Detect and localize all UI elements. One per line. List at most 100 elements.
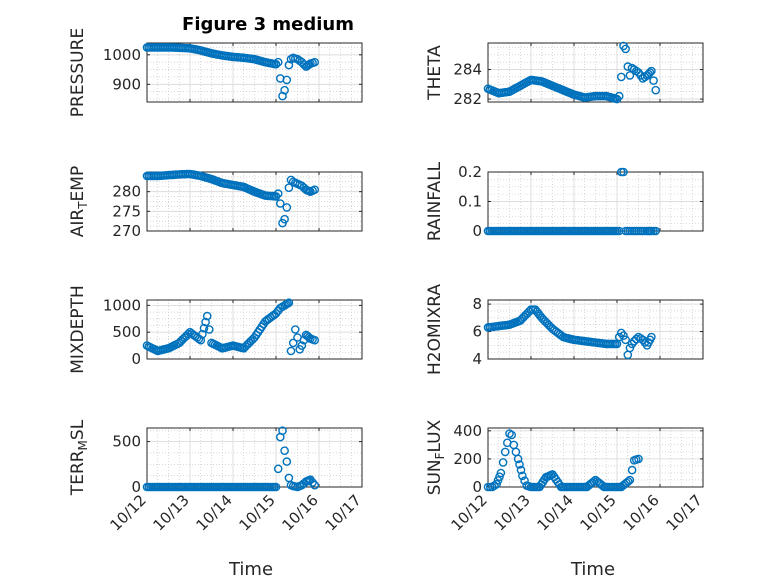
data-point <box>280 214 289 224</box>
data-point <box>498 458 508 467</box>
y-axis-label: AIRTEMP <box>68 166 90 237</box>
data-point <box>290 325 300 334</box>
data-point <box>495 472 504 482</box>
x-tick-label: 10/13 <box>150 491 193 534</box>
subplot-theta: 282 284 THETA <box>425 41 704 108</box>
x-tick-label: 10/17 <box>663 491 706 534</box>
y-axis-label: SUNFLUX <box>425 419 447 495</box>
subplot-terr-msl: 0 500 10/12 10/13 10/14 10/15 10/16 10/17 TERRMS… <box>68 419 365 534</box>
data-point <box>310 335 320 345</box>
data-point <box>310 57 320 67</box>
data-point <box>507 430 517 440</box>
y-tick-label: 900 <box>112 75 141 93</box>
y-tick-label: 4 <box>472 350 482 368</box>
data-point <box>204 325 214 334</box>
data-point <box>621 335 630 345</box>
data-point <box>284 183 294 192</box>
data-point <box>273 189 283 198</box>
data-point <box>513 454 523 464</box>
y-tick-label: 1000 <box>103 296 141 314</box>
y-tick-label: 0 <box>472 478 482 496</box>
data-point <box>198 329 207 339</box>
y-tick-label: 8 <box>472 295 482 313</box>
y-tick-label: 0 <box>131 350 141 368</box>
data-point <box>647 332 656 342</box>
y-tick-label: 0.2 <box>458 163 482 181</box>
x-tick-label: 10/14 <box>534 491 577 534</box>
data-point <box>271 482 281 492</box>
data-point <box>619 331 628 341</box>
axes-box <box>146 299 363 360</box>
data-point <box>614 91 624 101</box>
data-point <box>282 75 292 85</box>
y-axis-label: TERRMSL <box>68 419 90 496</box>
x-tick-label: 10/13 <box>491 491 534 534</box>
data-point <box>509 440 519 450</box>
axes-box <box>487 42 704 103</box>
y-axis-label: H2OMIXRA <box>425 284 445 375</box>
data-point <box>614 226 624 236</box>
data-point <box>297 341 307 350</box>
data-point <box>623 477 633 486</box>
y-tick-label: 280 <box>112 183 141 201</box>
data-point <box>273 464 283 474</box>
data-point <box>627 465 637 475</box>
data-point <box>202 311 212 321</box>
data-point <box>273 57 283 67</box>
y-tick-label: 1000 <box>103 46 141 64</box>
data-point <box>275 199 285 208</box>
data-point <box>288 338 298 348</box>
y-axis-label: MIXDEPTH <box>68 285 88 374</box>
y-tick-label: 0 <box>131 478 141 496</box>
y-tick-label: 270 <box>112 222 141 240</box>
data-point <box>201 317 210 327</box>
data-point <box>625 475 635 485</box>
data-point <box>625 343 635 353</box>
data-point <box>199 323 209 333</box>
subplot-rainfall: 0 0.1 0.2 RAINFALL <box>425 161 704 241</box>
data-point <box>284 298 294 308</box>
data-point <box>278 426 287 436</box>
x-tick-label: 10/16 <box>279 491 322 534</box>
data-point <box>621 44 630 54</box>
x-tick-label: 10/12 <box>448 491 491 534</box>
y-tick-label: 284 <box>453 61 482 79</box>
y-tick-label: 282 <box>453 90 482 108</box>
figure-title: Figure 3 medium <box>182 14 354 35</box>
data-point <box>589 477 599 486</box>
axes-box <box>487 427 704 488</box>
x-axis-label-right: Time <box>570 559 615 580</box>
data-point <box>286 346 296 356</box>
data-point <box>520 476 529 486</box>
y-tick-label: 500 <box>112 323 141 341</box>
y-tick-label: 0.1 <box>458 193 482 211</box>
y-axis-label: PRESSURE <box>68 28 88 117</box>
subplot-h2omixra: 4 6 8 H2OMIXRA <box>425 284 704 375</box>
axes-box <box>146 427 363 488</box>
data-point <box>651 226 661 236</box>
y-axis-label: RAINFALL <box>425 161 445 241</box>
data-point <box>196 335 206 345</box>
axes-box <box>487 299 704 360</box>
data-point <box>516 465 526 475</box>
data-point <box>617 72 626 82</box>
data-point <box>619 167 628 177</box>
data-point <box>280 85 289 95</box>
data-point <box>500 447 510 457</box>
y-tick-label: 500 <box>112 433 141 451</box>
data-point <box>282 203 292 212</box>
y-axis-label: THETA <box>425 45 445 101</box>
data-point <box>310 185 320 194</box>
data-point <box>487 482 497 492</box>
data-point <box>651 85 661 95</box>
y-tick-label: 6 <box>472 323 482 341</box>
x-tick-label: 10/15 <box>577 491 620 534</box>
x-tick-label: 10/15 <box>236 491 279 534</box>
x-tick-label: 10/16 <box>620 491 663 534</box>
x-tick-label: 10/17 <box>322 491 365 534</box>
y-tick-label: 0 <box>472 222 482 240</box>
data-point <box>632 66 641 76</box>
axes-box <box>146 42 363 103</box>
